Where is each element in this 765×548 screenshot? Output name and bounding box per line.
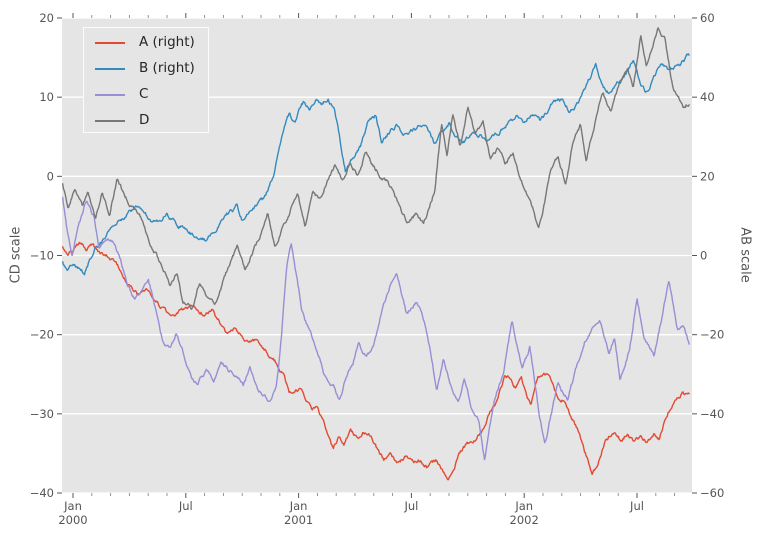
series-line-d: [62, 27, 690, 310]
y-tick-label-left: 10: [39, 90, 54, 104]
legend-label-d: D: [139, 112, 150, 129]
y-tick-label-left: 20: [39, 11, 54, 25]
x-tick-label: Jan: [289, 499, 308, 513]
legend-item-a: A (right): [84, 30, 208, 56]
y-tick-label-right: 40: [700, 90, 715, 104]
y-tick-label-left: −10: [30, 249, 54, 263]
y-tick-label-right: 0: [700, 249, 707, 263]
y-tick-label-left: 0: [47, 169, 54, 183]
y-tick-label-right: −20: [700, 328, 724, 342]
series-line-a-right: [62, 241, 690, 481]
legend-label-b: B (right): [139, 60, 195, 77]
legend-item-c: C: [84, 82, 208, 108]
series-line-b-right: [62, 53, 690, 276]
y-tick-label-left: −20: [30, 328, 54, 342]
left-axis-title: CD scale: [8, 226, 24, 284]
y-tick-label-right: −40: [700, 407, 724, 421]
y-tick-label-right: 60: [700, 11, 715, 25]
y-tick-label-left: −30: [30, 407, 54, 421]
x-tick-label: Jul: [403, 499, 418, 513]
y-tick-label-right: −60: [700, 486, 724, 500]
x-tick-label-year: 2001: [284, 513, 313, 527]
legend-swatch-d-icon: [95, 120, 125, 122]
legend-item-b: B (right): [84, 56, 208, 82]
y-tick-label-right: 20: [700, 169, 715, 183]
right-axis-title: AB scale: [737, 227, 753, 283]
x-tick-label: Jul: [629, 499, 644, 513]
x-tick-label: Jan: [514, 499, 533, 513]
series-line-c: [62, 196, 690, 461]
legend: A (right) B (right) C D: [83, 27, 209, 133]
legend-label-a: A (right): [139, 34, 195, 51]
legend-swatch-c-icon: [95, 94, 125, 96]
legend-swatch-a-icon: [95, 42, 125, 44]
y-tick-label-left: −40: [30, 486, 54, 500]
legend-label-c: C: [139, 86, 149, 103]
legend-swatch-b-icon: [95, 68, 125, 70]
x-tick-label-year: 2000: [58, 513, 87, 527]
legend-item-d: D: [84, 108, 208, 134]
x-tick-label: Jan: [63, 499, 82, 513]
x-tick-label-year: 2002: [510, 513, 539, 527]
x-tick-label: Jul: [178, 499, 193, 513]
